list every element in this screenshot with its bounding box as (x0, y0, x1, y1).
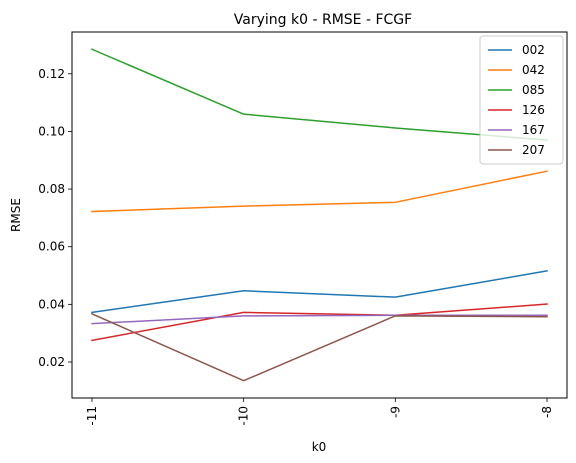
series-line-126 (91, 303, 548, 342)
plot-area (91, 48, 548, 382)
chart-title: Varying k0 - RMSE - FCGF (234, 12, 412, 28)
series-line-042 (91, 170, 548, 213)
legend-label-207: 207 (522, 143, 545, 157)
y-tick-label: 0.10 (38, 124, 65, 138)
series-line-167 (91, 314, 548, 325)
y-tick-label: 0.08 (38, 182, 65, 196)
x-tick-label--11: -11 (85, 406, 99, 426)
legend-label-085: 085 (522, 83, 545, 97)
legend-label-167: 167 (522, 123, 545, 137)
y-tick-label: 0.04 (38, 297, 65, 311)
x-tick-label--8: -8 (540, 406, 554, 418)
legend: 002 042 085 126 167 207 (479, 35, 564, 165)
series-line-085 (91, 48, 548, 141)
plot-frame (71, 31, 568, 399)
y-axis-label: RMSE (9, 198, 23, 232)
legend-label-042: 042 (522, 63, 545, 77)
y-tick-label: 0.12 (38, 67, 65, 81)
series-line-207 (91, 312, 548, 382)
x-axis-label: k0 (312, 440, 327, 454)
legend-label-002: 002 (522, 43, 545, 57)
series-line-002 (91, 270, 548, 314)
legend-label-126: 126 (522, 103, 545, 117)
y-tick-label: 0.06 (38, 240, 65, 254)
x-tick-label--10: -10 (237, 406, 251, 426)
y-tick-label: 0.02 (38, 355, 65, 369)
axes: -11 -10 -9 -8 0.02 0.04 0.06 0.08 0.10 0.12 (38, 67, 554, 426)
x-tick-label--9: -9 (388, 406, 402, 418)
legend-box (479, 35, 564, 165)
